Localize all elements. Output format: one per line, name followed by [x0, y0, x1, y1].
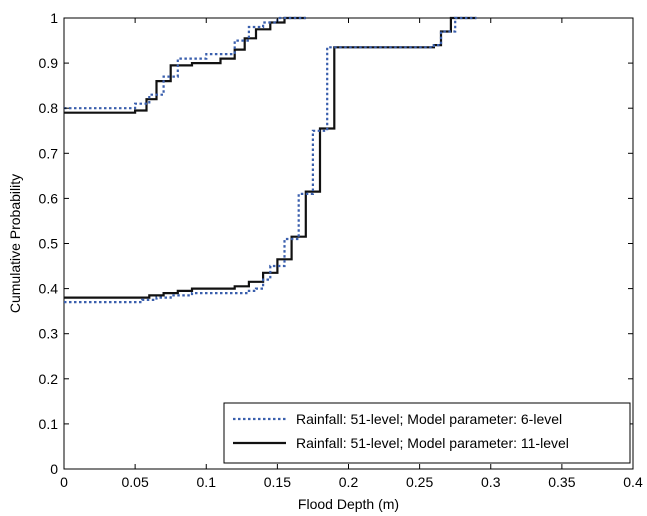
y-tick-label: 0.7: [39, 145, 59, 161]
y-tick-label: 0: [50, 461, 58, 477]
x-tick-label: 0.25: [406, 474, 433, 490]
legend-label-series-1: Rainfall: 51-level; Model parameter: 6-l…: [296, 411, 562, 427]
y-tick-label: 0.1: [39, 416, 59, 432]
series-1-curve-2: [64, 16, 477, 304]
x-tick-label: 0.1: [197, 474, 217, 490]
series-1-curve-1: [64, 16, 306, 110]
y-tick-label: 1: [50, 10, 58, 26]
x-tick-label: 0.2: [339, 474, 359, 490]
y-tick-label: 0.6: [39, 190, 59, 206]
x-tick-label: 0: [60, 474, 68, 490]
x-tick-label: 0.4: [623, 474, 643, 490]
y-tick-label: 0.3: [39, 326, 59, 342]
y-axis-label: Cumulative Probability: [7, 174, 23, 313]
legend-box: [223, 402, 631, 464]
y-tick-label: 0.8: [39, 100, 59, 116]
legend: Rainfall: 51-level; Model parameter: 6-l…: [223, 402, 631, 464]
y-tick-label: 0.9: [39, 55, 59, 71]
y-tick-label: 0.2: [39, 371, 59, 387]
y-tick-label: 0.5: [39, 236, 59, 252]
y-axis: 0 0.1 0.2 0.3 0.4 0.5 0.6 0.7 0.8 0.9 1: [39, 10, 633, 477]
series-2-curve-1: [64, 16, 306, 114]
x-tick-label: 0.35: [548, 474, 575, 490]
plot-area: [63, 17, 634, 470]
x-axis: 0 0.05 0.1 0.15 0.2 0.25 0.3 0.35 0.4: [60, 18, 643, 490]
x-tick-label: 0.3: [481, 474, 501, 490]
x-tick-label: 0.15: [264, 474, 291, 490]
x-tick-label: 0.05: [122, 474, 149, 490]
x-axis-label: Flood Depth (m): [298, 496, 399, 512]
series-group: [64, 16, 477, 304]
legend-label-series-2: Rainfall: 51-level; Model parameter: 11-…: [296, 435, 569, 451]
y-tick-label: 0.4: [39, 281, 59, 297]
